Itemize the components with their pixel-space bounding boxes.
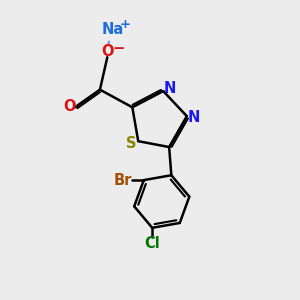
Text: +: + xyxy=(120,18,131,31)
Text: Na: Na xyxy=(102,22,124,37)
Text: O: O xyxy=(63,99,75,114)
Text: N: N xyxy=(188,110,200,125)
Text: Br: Br xyxy=(114,172,132,188)
Text: −: − xyxy=(112,41,124,56)
Text: S: S xyxy=(127,136,137,151)
Text: Cl: Cl xyxy=(144,236,160,250)
Text: N: N xyxy=(164,81,176,96)
Text: O: O xyxy=(102,44,114,59)
